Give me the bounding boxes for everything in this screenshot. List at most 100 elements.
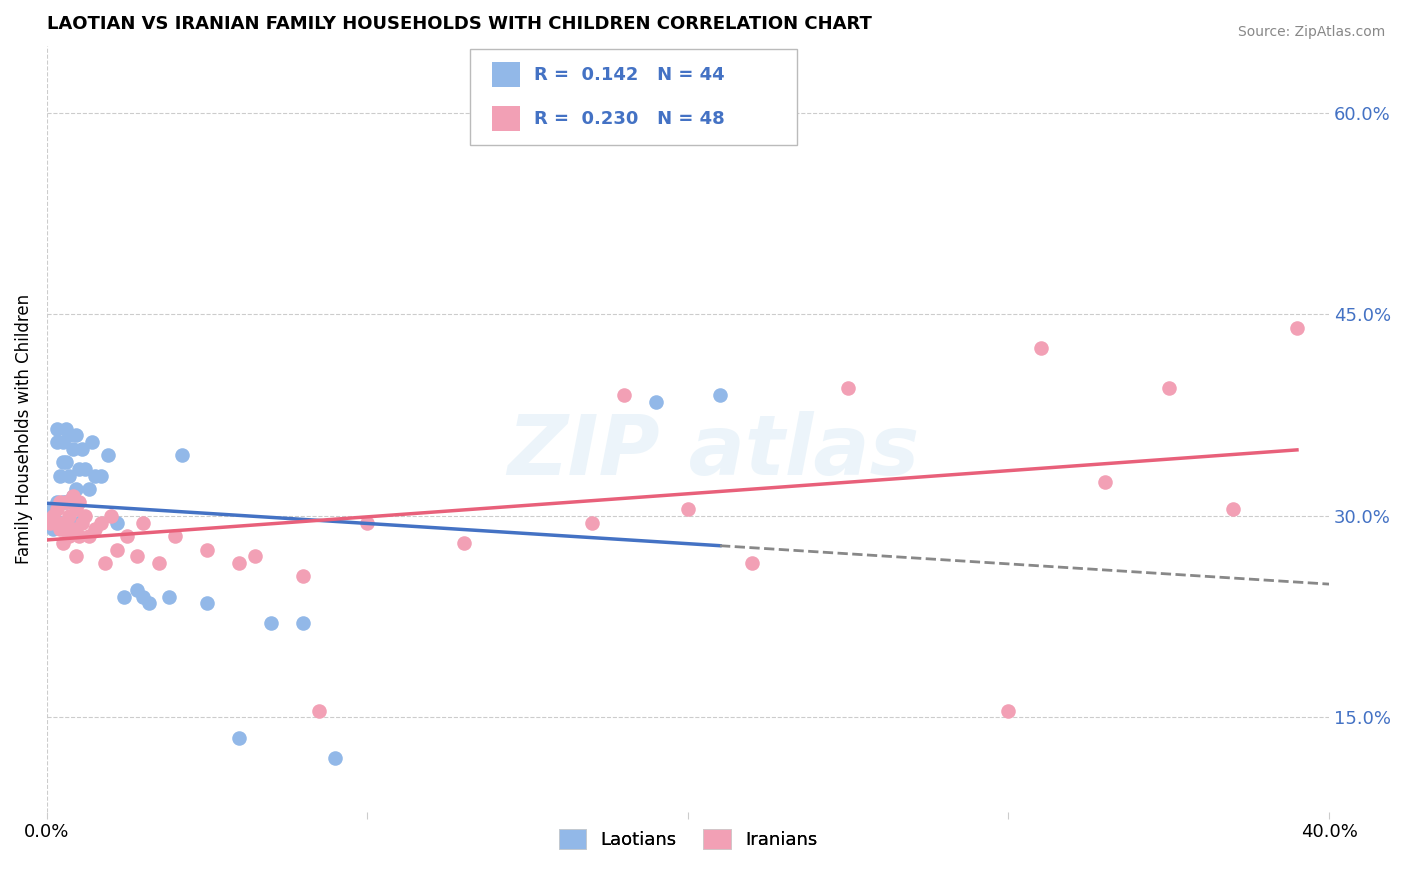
Bar [492,106,520,131]
Point [42,522,65,536]
Point [52,455,75,469]
Point [52,495,75,509]
Point [837,381,859,395]
Point [115,529,138,543]
Legend: Laotians, Iranians: Laotians, Iranians [551,822,824,856]
Text: LAOTIAN VS IRANIAN FAMILY HOUSEHOLDS WITH CHILDREN CORRELATION CHART: LAOTIAN VS IRANIAN FAMILY HOUSEHOLDS WIT… [46,15,872,33]
Point [52,435,75,450]
Point [48,468,70,483]
Point [356,516,378,530]
Point [45,495,67,509]
Point [157,590,180,604]
Point [325,751,347,765]
Point [292,616,315,631]
Point [138,596,160,610]
Point [45,421,67,435]
Point [75,508,97,523]
Point [52,516,75,530]
Text: Source: ZipAtlas.com: Source: ZipAtlas.com [1237,25,1385,39]
Point [55,421,77,435]
Point [42,508,65,523]
Point [245,549,267,564]
Point [39,516,62,530]
Point [93,556,115,570]
Point [195,542,218,557]
Point [55,495,77,509]
Text: R =  0.230   N = 48: R = 0.230 N = 48 [534,110,725,128]
Point [70,442,93,456]
Point [165,529,187,543]
Point [100,508,122,523]
Point [107,516,129,530]
Point [676,502,699,516]
Point [67,529,90,543]
Point [70,516,93,530]
Point [58,428,80,442]
Point [84,468,107,483]
Point [195,596,218,610]
Point [48,516,70,530]
Point [58,516,80,530]
Point [741,556,763,570]
Point [62,489,84,503]
Point [65,549,87,564]
Point [45,502,67,516]
Point [644,394,666,409]
Point [58,529,80,543]
Point [125,549,148,564]
Point [613,388,636,402]
Point [292,569,315,583]
Point [62,442,84,456]
Point [62,489,84,503]
Point [55,516,77,530]
Point [42,502,65,516]
Bar [492,62,520,87]
Text: ZIP atlas: ZIP atlas [508,411,920,492]
Point [112,590,135,604]
Point [1285,321,1308,335]
Point [65,502,87,516]
Point [228,556,250,570]
Point [67,462,90,476]
Point [67,516,90,530]
Point [1157,381,1180,395]
Point [80,435,103,450]
Point [997,704,1019,718]
Point [1029,341,1052,355]
Point [228,731,250,745]
Point [132,516,155,530]
Point [55,495,77,509]
Point [709,388,731,402]
Point [48,522,70,536]
Point [1094,475,1116,490]
Point [148,556,170,570]
Point [45,435,67,450]
Point [84,522,107,536]
Point [308,704,330,718]
Point [1222,502,1244,516]
Point [52,536,75,550]
Point [90,516,112,530]
Point [75,462,97,476]
Point [62,522,84,536]
Point [581,516,603,530]
Point [58,468,80,483]
Point [97,449,120,463]
Point [77,529,100,543]
Point [48,495,70,509]
Point [55,455,77,469]
Point [453,536,475,550]
Point [260,616,283,631]
Point [65,482,87,496]
Y-axis label: Family Households with Children: Family Households with Children [15,293,32,564]
Point [77,482,100,496]
Point [90,468,112,483]
Point [125,582,148,597]
Point [107,542,129,557]
Point [39,516,62,530]
Point [65,428,87,442]
Point [170,449,193,463]
Point [67,495,90,509]
FancyBboxPatch shape [470,49,797,145]
Text: R =  0.142   N = 44: R = 0.142 N = 44 [534,65,724,84]
